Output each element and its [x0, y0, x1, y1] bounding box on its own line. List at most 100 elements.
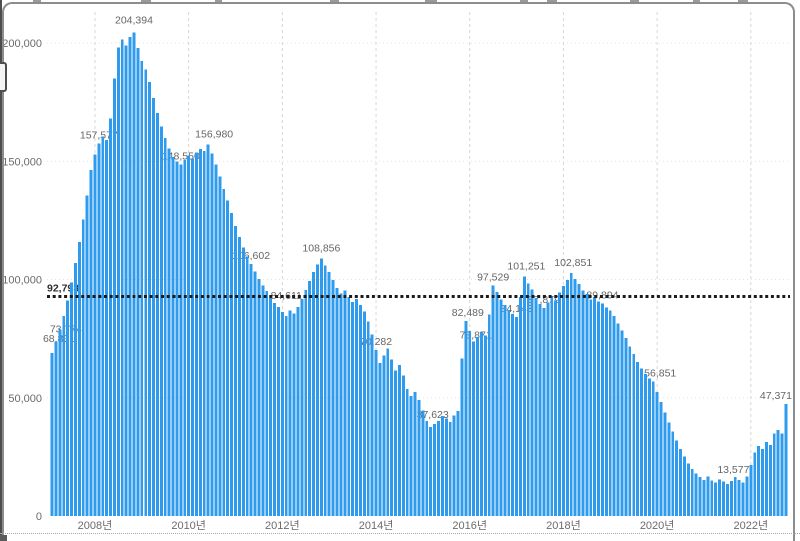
bar[interactable] — [386, 348, 390, 516]
bar[interactable] — [784, 403, 788, 516]
bar[interactable] — [202, 151, 206, 516]
bar[interactable] — [54, 341, 58, 516]
bar[interactable] — [499, 299, 503, 516]
bar[interactable] — [85, 195, 89, 516]
bar[interactable] — [370, 334, 374, 516]
bar[interactable] — [573, 279, 577, 516]
bar[interactable] — [214, 164, 218, 516]
bar[interactable] — [261, 285, 265, 516]
bar[interactable] — [288, 310, 292, 516]
bar[interactable] — [522, 276, 526, 516]
bar[interactable] — [351, 302, 355, 516]
bar[interactable] — [128, 37, 132, 517]
bar[interactable] — [444, 418, 448, 516]
bar[interactable] — [335, 288, 339, 516]
bar[interactable] — [113, 78, 116, 516]
bar[interactable] — [245, 256, 249, 516]
bar[interactable] — [284, 315, 288, 516]
bar[interactable] — [636, 362, 640, 516]
bar[interactable] — [132, 32, 136, 517]
bar[interactable] — [507, 310, 511, 516]
bar[interactable] — [632, 354, 636, 516]
bar[interactable] — [546, 302, 550, 516]
bar[interactable] — [120, 39, 124, 516]
bar[interactable] — [737, 480, 741, 516]
bar[interactable] — [401, 375, 405, 516]
bar[interactable] — [764, 442, 768, 516]
bar[interactable] — [483, 335, 487, 516]
bar[interactable] — [694, 473, 698, 516]
bar[interactable] — [714, 482, 718, 516]
bar[interactable] — [398, 365, 401, 516]
bar[interactable] — [409, 395, 413, 516]
bar[interactable] — [663, 412, 667, 516]
bar[interactable] — [300, 298, 304, 516]
bar[interactable] — [339, 293, 343, 516]
bar[interactable] — [729, 480, 733, 516]
bar[interactable] — [511, 314, 515, 516]
bar[interactable] — [105, 139, 109, 516]
bar[interactable] — [565, 279, 569, 516]
bar[interactable] — [515, 317, 519, 516]
bar[interactable] — [569, 272, 573, 516]
bar[interactable] — [561, 285, 565, 516]
bar[interactable] — [230, 213, 234, 517]
bar[interactable] — [218, 176, 222, 516]
bar[interactable] — [706, 476, 710, 517]
bar[interactable] — [550, 296, 554, 516]
bar[interactable] — [733, 476, 737, 516]
bar[interactable] — [679, 448, 682, 516]
bar[interactable] — [265, 291, 269, 516]
bar[interactable] — [93, 154, 97, 516]
bar[interactable] — [643, 373, 647, 516]
bar[interactable] — [140, 60, 144, 516]
bar[interactable] — [464, 320, 468, 516]
bar[interactable] — [628, 346, 632, 516]
bar[interactable] — [378, 362, 382, 516]
bar[interactable] — [612, 315, 616, 516]
bar[interactable] — [276, 307, 280, 516]
bar[interactable] — [292, 313, 296, 516]
bar[interactable] — [148, 81, 152, 516]
bar[interactable] — [394, 370, 397, 516]
bar[interactable] — [66, 300, 70, 516]
bar[interactable] — [327, 271, 331, 516]
bar[interactable] — [448, 421, 452, 516]
bar[interactable] — [304, 289, 308, 516]
bar[interactable] — [741, 482, 745, 516]
bar[interactable] — [655, 392, 659, 516]
bar[interactable] — [647, 378, 651, 516]
bar[interactable] — [222, 189, 226, 516]
bar[interactable] — [425, 420, 429, 516]
bar[interactable] — [440, 415, 444, 516]
bar[interactable] — [374, 349, 378, 516]
bar[interactable] — [312, 272, 316, 516]
bar[interactable] — [366, 321, 370, 516]
bar[interactable] — [273, 302, 276, 516]
bar[interactable] — [195, 152, 198, 516]
bar[interactable] — [319, 258, 323, 516]
bar[interactable] — [604, 307, 608, 516]
bar[interactable] — [745, 476, 749, 516]
bar[interactable] — [468, 331, 472, 516]
bar[interactable] — [316, 264, 319, 516]
bar[interactable] — [460, 358, 464, 516]
bar[interactable] — [429, 427, 433, 516]
bar[interactable] — [191, 158, 194, 516]
bar[interactable] — [50, 353, 54, 516]
bar[interactable] — [581, 290, 585, 516]
bar[interactable] — [780, 433, 784, 516]
bar[interactable] — [405, 389, 409, 516]
bar[interactable] — [683, 456, 686, 516]
bar[interactable] — [593, 296, 597, 516]
bar[interactable] — [476, 337, 479, 516]
bar[interactable] — [159, 126, 163, 516]
bar[interactable] — [725, 483, 729, 516]
bar[interactable] — [702, 479, 706, 516]
bar[interactable] — [163, 138, 167, 516]
bar[interactable] — [152, 97, 155, 517]
bar[interactable] — [144, 69, 148, 516]
bar[interactable] — [538, 304, 542, 516]
bar[interactable] — [534, 298, 538, 516]
bar[interactable] — [452, 415, 456, 516]
